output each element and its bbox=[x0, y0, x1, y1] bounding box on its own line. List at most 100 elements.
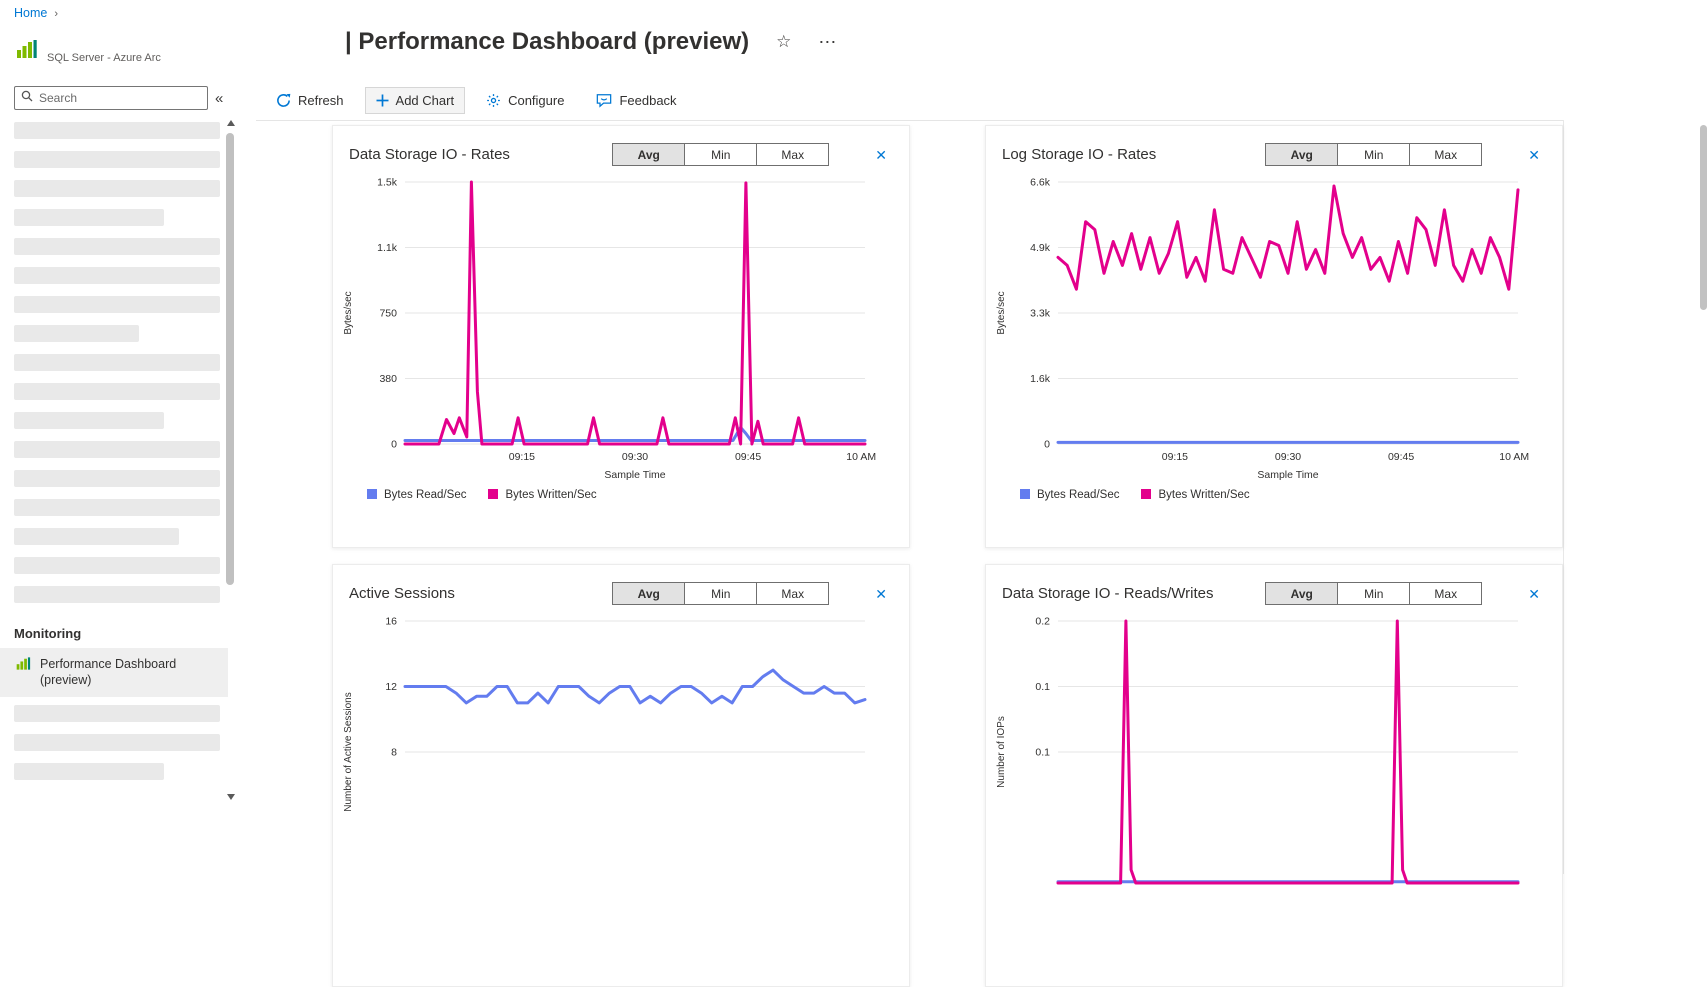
plus-icon bbox=[376, 94, 389, 107]
sidebar-item-placeholder[interactable] bbox=[14, 354, 220, 371]
search-input[interactable] bbox=[39, 91, 201, 105]
feedback-button[interactable]: Feedback bbox=[585, 87, 687, 114]
add-chart-label: Add Chart bbox=[395, 92, 455, 108]
sidebar-item-placeholder[interactable] bbox=[14, 441, 220, 458]
svg-text:1.6k: 1.6k bbox=[1030, 373, 1051, 385]
chart-card-data-storage-io-reads-writes: Data Storage IO - Reads/Writes Avg Min M… bbox=[985, 564, 1563, 987]
scroll-up-icon[interactable] bbox=[226, 120, 235, 126]
avg-button[interactable]: Avg bbox=[612, 143, 686, 166]
command-bar: Refresh Add Chart Configure Feedback bbox=[265, 84, 688, 116]
min-button[interactable]: Min bbox=[684, 582, 758, 605]
sidebar-item-placeholder[interactable] bbox=[14, 122, 220, 139]
sidebar-item-placeholder[interactable] bbox=[14, 412, 164, 429]
svg-text:380: 380 bbox=[379, 373, 397, 385]
close-icon[interactable]: ✕ bbox=[875, 585, 887, 602]
svg-text:09:45: 09:45 bbox=[735, 451, 761, 463]
more-options-icon[interactable]: ⋯ bbox=[818, 31, 839, 52]
sidebar-item-placeholder[interactable] bbox=[14, 383, 220, 400]
svg-text:Sample Time: Sample Time bbox=[1257, 469, 1318, 481]
sidebar-item-placeholder[interactable] bbox=[14, 499, 220, 516]
max-button[interactable]: Max bbox=[1409, 582, 1483, 605]
sql-server-azure-arc-icon bbox=[16, 38, 38, 65]
add-chart-button[interactable]: Add Chart bbox=[364, 86, 466, 114]
max-button[interactable]: Max bbox=[756, 143, 830, 166]
svg-text:750: 750 bbox=[379, 308, 397, 320]
sidebar-item-placeholder[interactable] bbox=[14, 267, 220, 284]
line-chart: 6.6k 4.9k 3.3k 1.6k 0 09:15 09:30 09:45 10 AM Sam… bbox=[990, 172, 1562, 489]
chart-title: Data Storage IO - Rates bbox=[349, 146, 510, 163]
chart-card-data-storage-io-rates: Data Storage IO - Rates Avg Min Max ✕ 1.… bbox=[332, 125, 910, 548]
legend-swatch-written bbox=[1141, 489, 1152, 499]
sidebar-item-performance-dashboard[interactable]: Performance Dashboard (preview) bbox=[0, 648, 228, 697]
sidebar-scrollbar-thumb[interactable] bbox=[226, 133, 234, 585]
sidebar-item-placeholder[interactable] bbox=[14, 763, 164, 780]
refresh-label: Refresh bbox=[298, 92, 344, 108]
sidebar-scrollbar[interactable] bbox=[224, 120, 237, 800]
feedback-label: Feedback bbox=[619, 92, 677, 108]
legend-item: Bytes Read/Sec bbox=[1020, 489, 1119, 501]
avg-button[interactable]: Avg bbox=[1265, 582, 1339, 605]
svg-text:10 AM: 10 AM bbox=[846, 451, 876, 463]
refresh-button[interactable]: Refresh bbox=[265, 87, 355, 114]
page-scrollbar-thumb[interactable] bbox=[1700, 125, 1707, 310]
svg-text:1.1k: 1.1k bbox=[377, 242, 398, 254]
legend-label: Bytes Written/Sec bbox=[505, 489, 597, 501]
svg-text:09:30: 09:30 bbox=[622, 451, 648, 463]
legend-item: Bytes Written/Sec bbox=[488, 489, 597, 501]
configure-label: Configure bbox=[508, 92, 565, 108]
svg-text:Sample Time: Sample Time bbox=[604, 469, 665, 481]
sidebar-item-placeholder[interactable] bbox=[14, 180, 220, 197]
sidebar-nav bbox=[14, 122, 220, 615]
chart-legend: Bytes Read/Sec Bytes Written/Sec bbox=[367, 489, 909, 501]
sidebar-item-placeholder[interactable] bbox=[14, 470, 220, 487]
sidebar-item-placeholder[interactable] bbox=[14, 586, 220, 603]
sidebar-item-placeholder[interactable] bbox=[14, 325, 139, 342]
aggregation-toggle: Avg Min Max bbox=[1265, 143, 1483, 166]
svg-text:10 AM: 10 AM bbox=[1499, 451, 1529, 463]
favorite-star-icon[interactable]: ☆ bbox=[776, 32, 792, 51]
sidebar-item-placeholder[interactable] bbox=[14, 151, 220, 168]
min-button[interactable]: Min bbox=[1337, 582, 1411, 605]
svg-text:0.1: 0.1 bbox=[1035, 747, 1050, 759]
line-chart: 1.5k 1.1k 750 380 0 09:15 09:30 09:45 10 AM Sampl… bbox=[337, 172, 909, 489]
sidebar-item-placeholder[interactable] bbox=[14, 705, 220, 722]
sidebar-item-placeholder[interactable] bbox=[14, 209, 164, 226]
svg-text:4.9k: 4.9k bbox=[1030, 242, 1051, 254]
svg-text:0.1: 0.1 bbox=[1035, 681, 1050, 693]
svg-text:Number of Active Sessions: Number of Active Sessions bbox=[343, 692, 354, 812]
close-icon[interactable]: ✕ bbox=[875, 146, 887, 163]
avg-button[interactable]: Avg bbox=[1265, 143, 1339, 166]
breadcrumb-home-link[interactable]: Home bbox=[14, 6, 48, 20]
aggregation-toggle: Avg Min Max bbox=[1265, 582, 1483, 605]
close-icon[interactable]: ✕ bbox=[1528, 585, 1540, 602]
min-button[interactable]: Min bbox=[684, 143, 758, 166]
sidebar-collapse-button[interactable]: « bbox=[215, 89, 224, 107]
sidebar-item-placeholder[interactable] bbox=[14, 238, 220, 255]
sidebar-item-placeholder[interactable] bbox=[14, 557, 220, 574]
svg-text:09:30: 09:30 bbox=[1275, 451, 1301, 463]
chart-card-log-storage-io-rates: Log Storage IO - Rates Avg Min Max ✕ 6.6… bbox=[985, 125, 1563, 548]
max-button[interactable]: Max bbox=[756, 582, 830, 605]
min-button[interactable]: Min bbox=[1337, 143, 1411, 166]
svg-text:0: 0 bbox=[1044, 439, 1050, 451]
sidebar-nav-bottom bbox=[14, 705, 220, 792]
sidebar-scrollbar-track[interactable] bbox=[224, 126, 237, 794]
svg-text:0: 0 bbox=[391, 439, 397, 451]
chart-legend: Bytes Read/Sec Bytes Written/Sec bbox=[1020, 489, 1562, 501]
sidebar-item-placeholder[interactable] bbox=[14, 528, 179, 545]
performance-dashboard-icon bbox=[16, 656, 31, 676]
chart-title: Log Storage IO - Rates bbox=[1002, 146, 1157, 163]
search-icon bbox=[21, 89, 33, 107]
close-icon[interactable]: ✕ bbox=[1528, 146, 1540, 163]
svg-text:12: 12 bbox=[385, 681, 397, 693]
configure-button[interactable]: Configure bbox=[475, 87, 575, 114]
scroll-down-icon[interactable] bbox=[226, 794, 235, 800]
max-button[interactable]: Max bbox=[1409, 143, 1483, 166]
sidebar-item-placeholder[interactable] bbox=[14, 296, 220, 313]
sidebar-item-placeholder[interactable] bbox=[14, 734, 220, 751]
avg-button[interactable]: Avg bbox=[612, 582, 686, 605]
chart-title: Data Storage IO - Reads/Writes bbox=[1002, 585, 1214, 602]
sidebar-item-label: Performance Dashboard (preview) bbox=[40, 657, 177, 688]
svg-text:1.5k: 1.5k bbox=[377, 177, 398, 189]
content-right-divider bbox=[1563, 120, 1564, 874]
